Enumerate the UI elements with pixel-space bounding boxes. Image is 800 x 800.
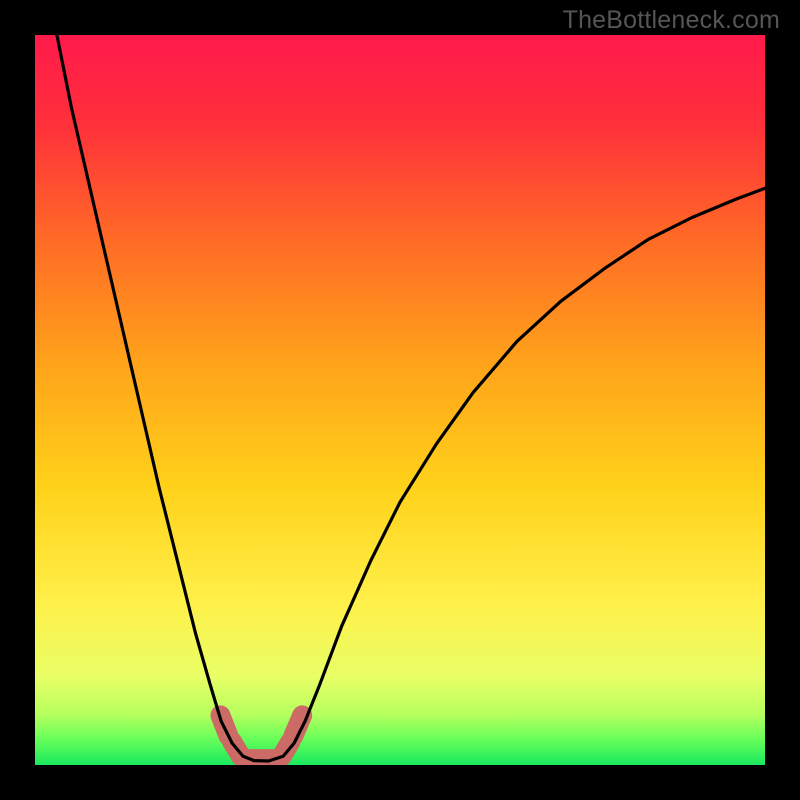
watermark-text: TheBottleneck.com [563, 6, 780, 35]
bottleneck-marker-group [220, 715, 302, 759]
bottleneck-curve [57, 35, 765, 761]
chart-frame: TheBottleneck.com [0, 0, 800, 800]
curve-layer [35, 35, 765, 765]
plot-area [35, 35, 765, 765]
